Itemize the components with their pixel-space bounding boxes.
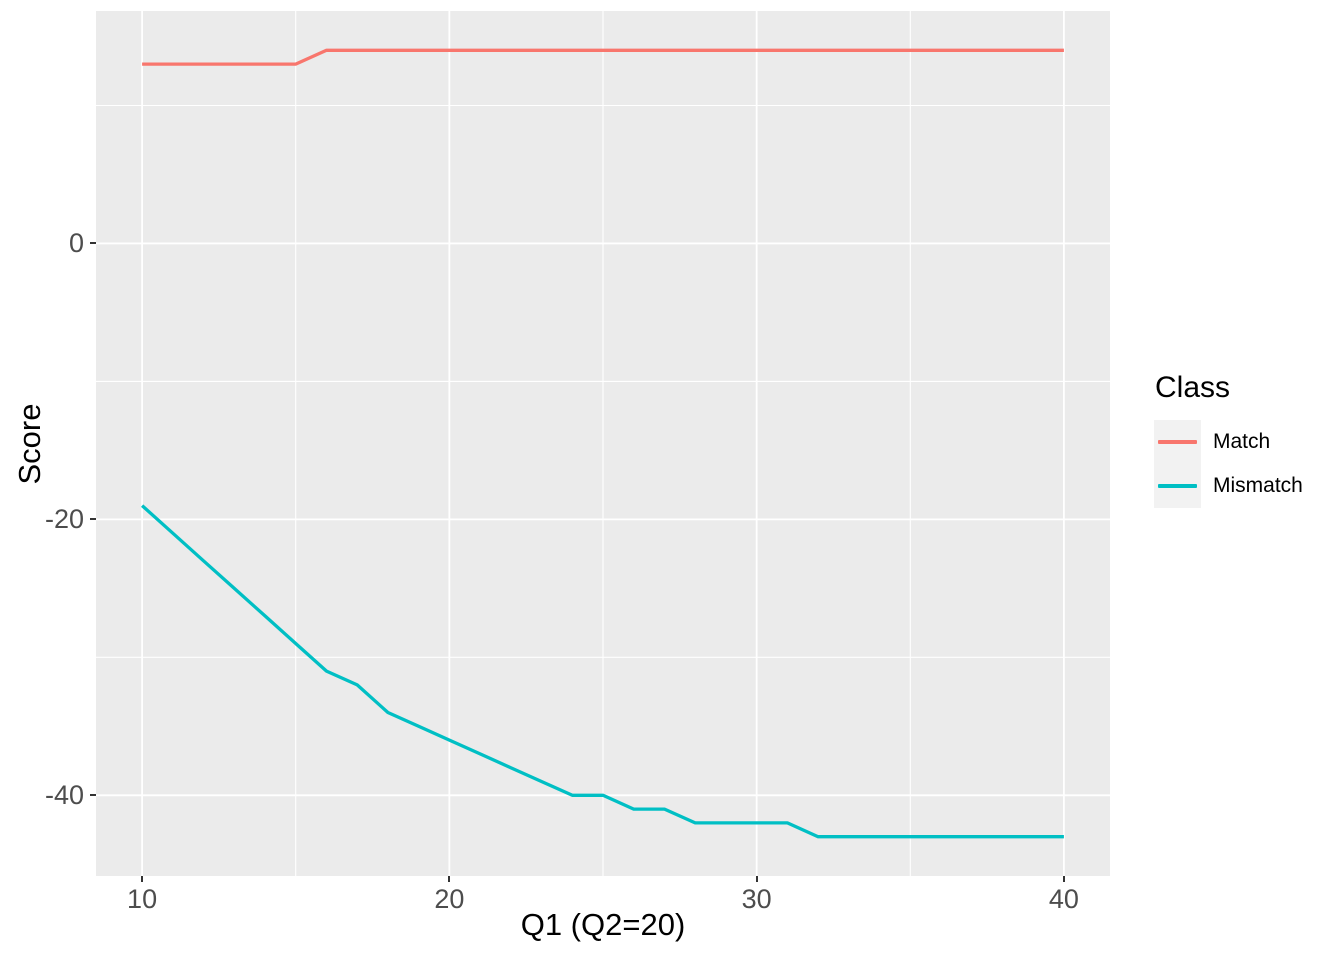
x-tick-label: 40 (1048, 884, 1079, 914)
y-tick-label: -20 (44, 504, 84, 535)
legend-label-match: Match (1213, 430, 1271, 453)
x-tick-mark (755, 876, 758, 882)
x-axis-title: Q1 (Q2=20) (520, 907, 686, 942)
x-tick-mark (141, 876, 144, 882)
legend-label-mismatch: Mismatch (1213, 474, 1303, 497)
plot-panel (96, 11, 1110, 876)
legend-key-mismatch (1154, 464, 1201, 508)
legend-key-match (1154, 420, 1201, 464)
y-tick-mark (90, 242, 96, 245)
x-tick-label: 20 (434, 884, 465, 914)
legend-item-match: Match (1154, 420, 1303, 464)
mismatch-line-swatch-icon (1158, 484, 1197, 488)
legend-item-mismatch: Mismatch (1154, 464, 1303, 508)
x-tick-mark (1062, 876, 1065, 882)
x-tick-mark (448, 876, 451, 882)
y-tick-label: -40 (44, 780, 84, 811)
y-axis-title: Score (12, 403, 47, 485)
plot-area (96, 11, 1110, 876)
x-tick-label: 30 (741, 884, 772, 914)
match-line-swatch-icon (1158, 440, 1197, 444)
legend: Class Match Mismatch (1154, 372, 1303, 508)
x-tick-label: 10 (127, 884, 158, 914)
y-tick-label: 0 (68, 228, 84, 259)
y-tick-mark (90, 518, 96, 521)
legend-title: Class (1155, 371, 1231, 404)
y-tick-mark (90, 794, 96, 797)
